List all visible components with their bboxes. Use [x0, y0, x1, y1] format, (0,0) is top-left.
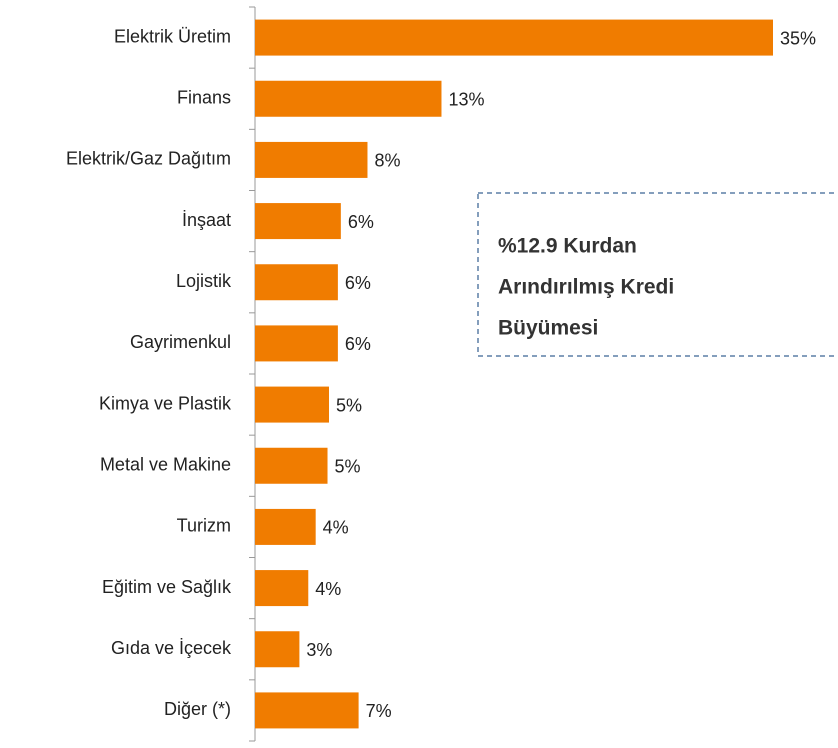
- category-label: Kimya ve Plastik: [99, 393, 232, 413]
- annotation: Büyümesi: [498, 317, 598, 340]
- data-label: 7%: [366, 701, 392, 721]
- bar: [255, 325, 338, 362]
- category-label: Lojistik: [176, 271, 232, 291]
- data-label: 6%: [345, 273, 371, 293]
- category-label: Turizm: [177, 516, 231, 536]
- bar: [255, 692, 359, 729]
- annotation: %12.9 Kurdan: [498, 235, 637, 258]
- data-label: 35%: [780, 28, 816, 48]
- data-label: 3%: [306, 640, 332, 660]
- bar: [255, 80, 442, 117]
- data-label: 4%: [323, 518, 349, 538]
- bar: [255, 447, 328, 484]
- bar: [255, 203, 341, 240]
- annotation-box: [477, 192, 838, 357]
- category-label: Elektrik Üretim: [114, 26, 231, 46]
- bar: [255, 19, 773, 56]
- data-label: 5%: [335, 457, 361, 477]
- data-label: 5%: [336, 395, 362, 415]
- category-label: Gayrimenkul: [130, 332, 231, 352]
- category-label: Gıda ve İçecek: [111, 638, 232, 658]
- category-label: Eğitim ve Sağlık: [102, 577, 232, 597]
- data-label: 8%: [374, 151, 400, 171]
- category-label: Finans: [177, 88, 231, 108]
- data-label: 13%: [448, 90, 484, 110]
- category-label: Elektrik/Gaz Dağıtım: [66, 149, 231, 169]
- data-label: 4%: [315, 579, 341, 599]
- category-label: İnşaat: [182, 210, 231, 230]
- category-label: Diğer (*): [164, 699, 231, 719]
- data-label: 6%: [348, 212, 374, 232]
- bar: [255, 264, 338, 301]
- annotation: Arındırılmış Kredi: [498, 276, 674, 299]
- bar: [255, 631, 300, 668]
- bar: [255, 570, 309, 607]
- bar: [255, 141, 368, 178]
- category-label: Metal ve Makine: [100, 455, 231, 475]
- data-label: 6%: [345, 334, 371, 354]
- bar: [255, 386, 329, 423]
- bar: [255, 508, 316, 545]
